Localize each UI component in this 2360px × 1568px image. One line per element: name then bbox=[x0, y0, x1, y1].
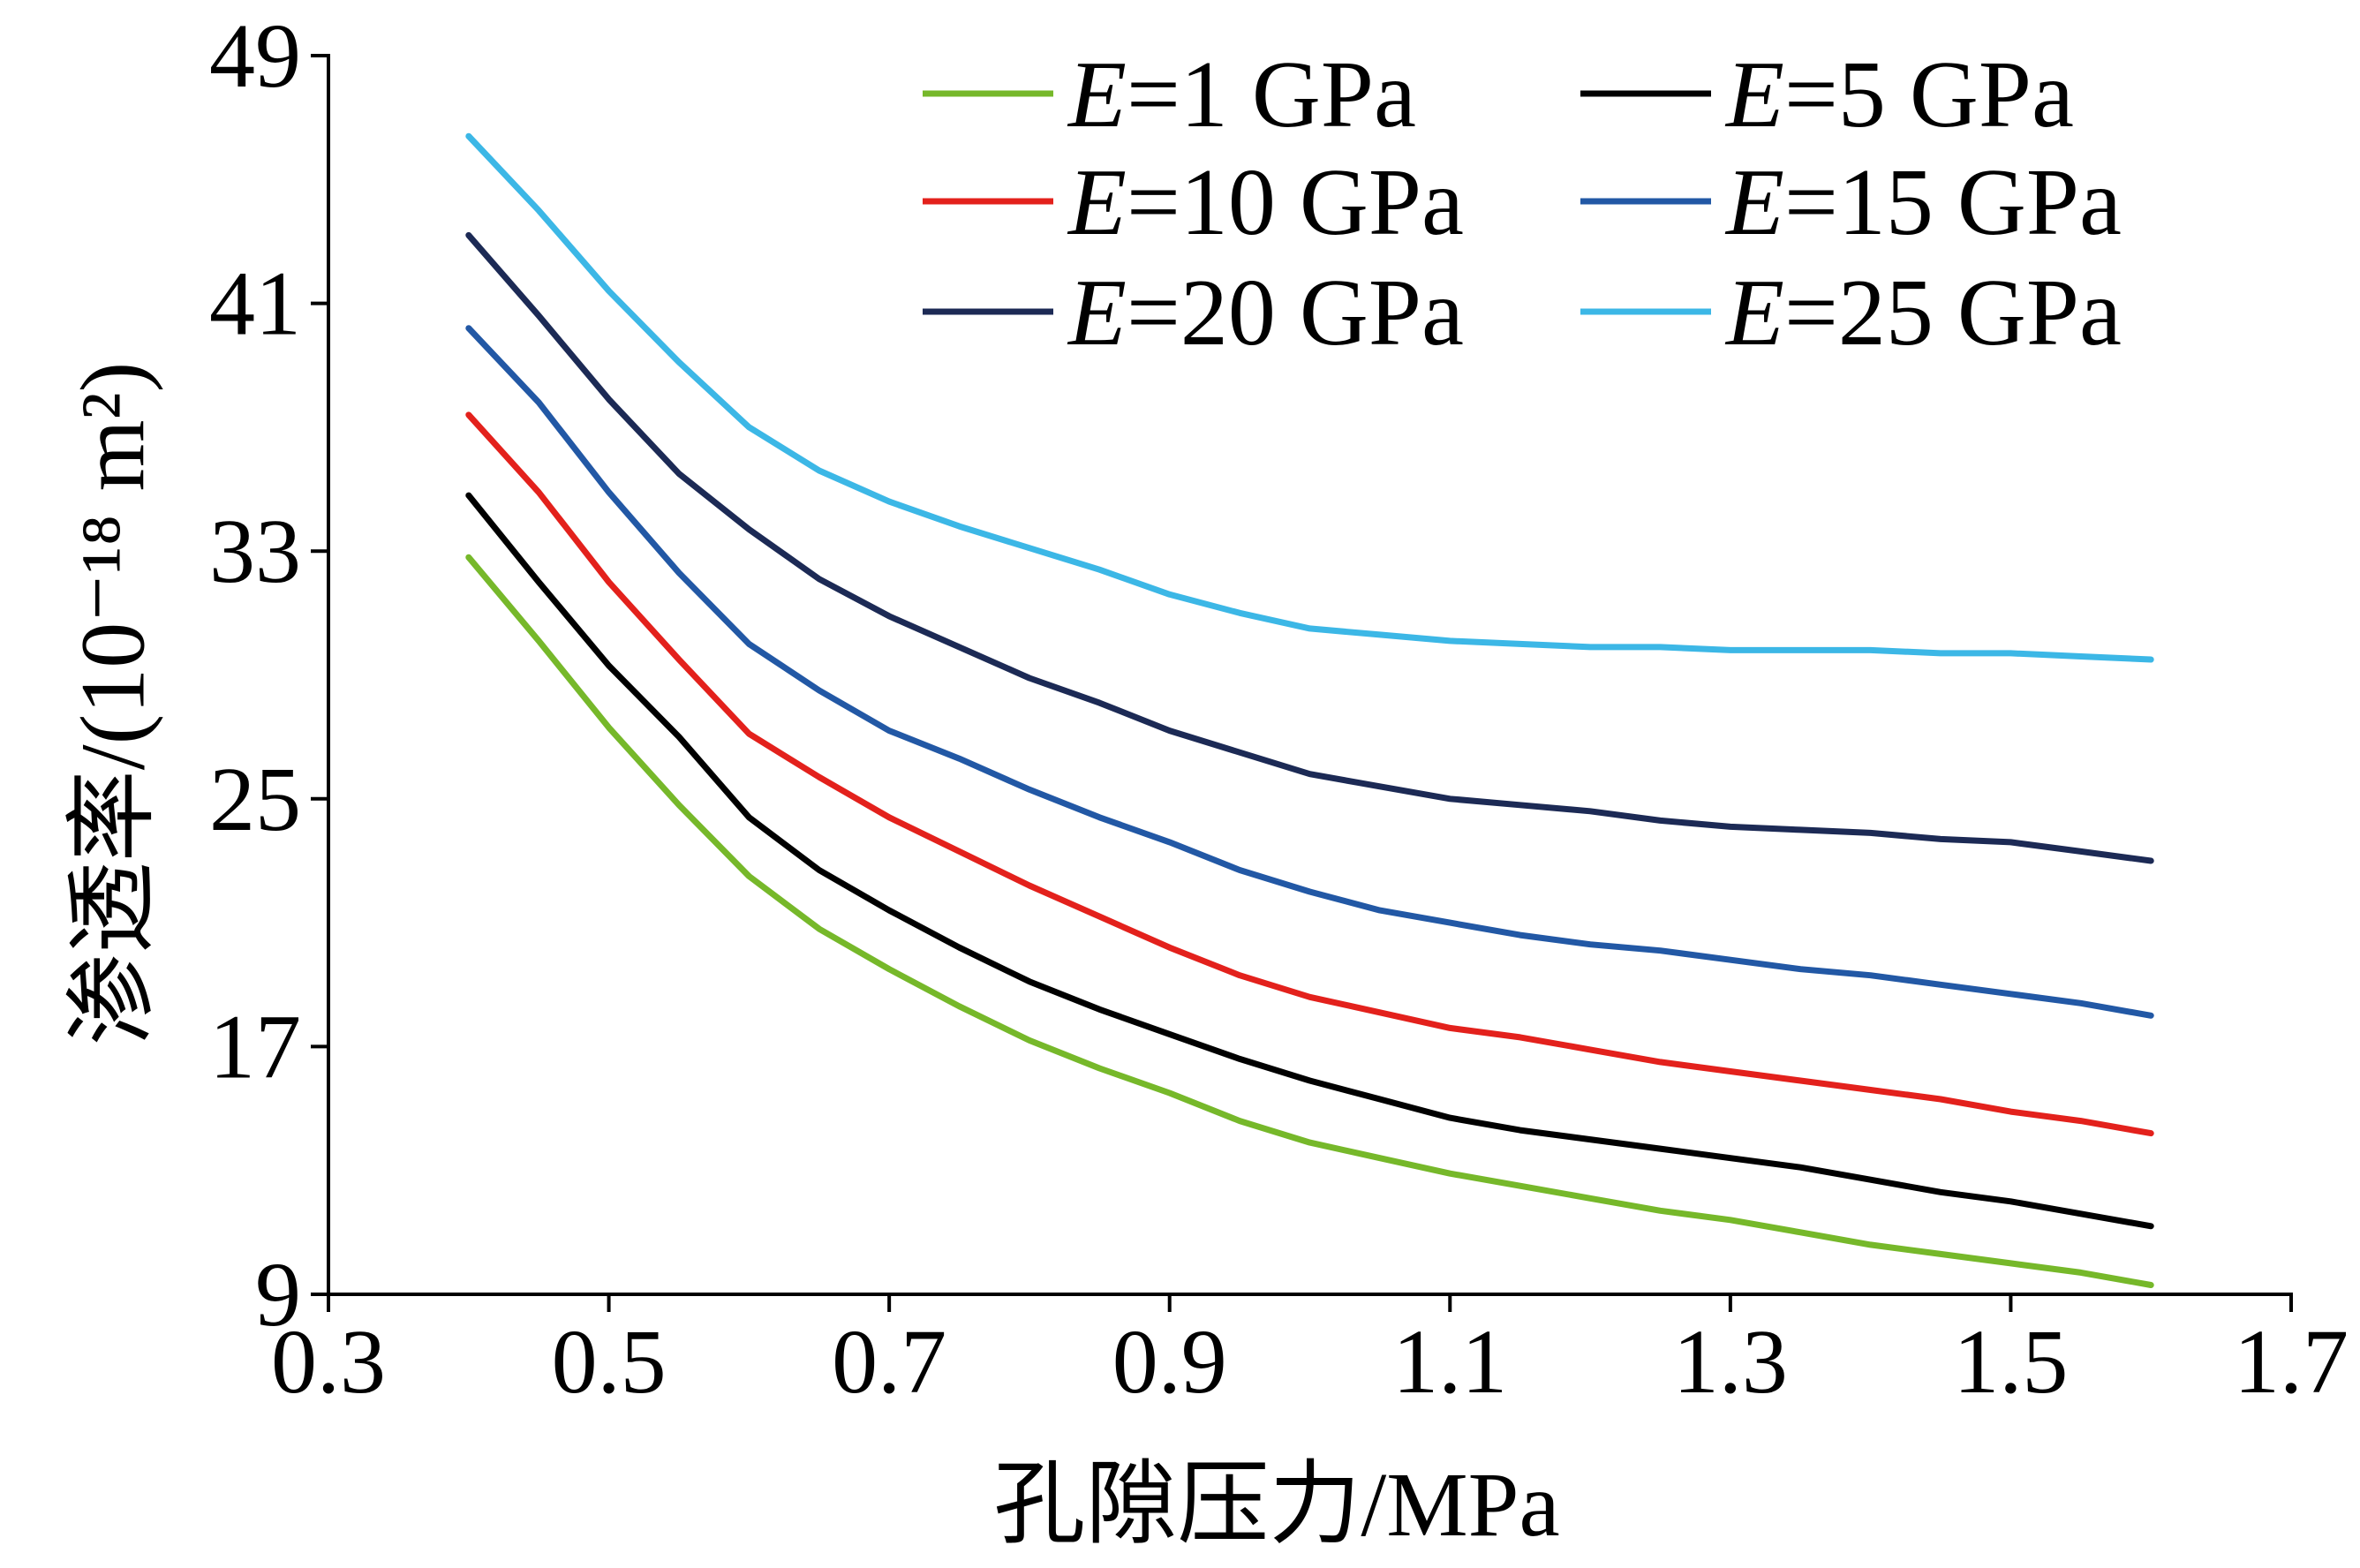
x-tick-label: 1.3 bbox=[1673, 1311, 1788, 1413]
legend-label: E=20 GPa bbox=[1067, 260, 1464, 366]
legend-label: E=25 GPa bbox=[1724, 260, 2122, 366]
series-line-4 bbox=[465, 325, 2154, 1019]
series-line-6 bbox=[465, 132, 2154, 663]
y-axis-title: 渗透率/(10⁻¹⁸ m²) bbox=[63, 362, 164, 1046]
legend-label: E=1 GPa bbox=[1067, 42, 1416, 147]
x-tick-label: 1.7 bbox=[2234, 1311, 2349, 1413]
y-tick-label: 33 bbox=[209, 501, 301, 602]
y-tick-label: 17 bbox=[209, 996, 301, 1097]
legend-entry-3: E=10 GPa bbox=[923, 150, 1464, 255]
legend-entry-6: E=25 GPa bbox=[1580, 260, 2122, 366]
x-axis-title: 孔隙压力/MPa bbox=[993, 1454, 1559, 1556]
legend-entry-5: E=20 GPa bbox=[923, 260, 1464, 366]
x-axis-ticks: 0.3 0.5 0.7 0.9 1.1 1.3 1.5 1.7 bbox=[271, 1294, 2349, 1413]
series-line-3 bbox=[465, 411, 2154, 1137]
x-tick-label: 1.1 bbox=[1392, 1311, 1507, 1413]
legend-label: E=10 GPa bbox=[1067, 150, 1464, 255]
series-line-5 bbox=[465, 231, 2154, 864]
x-tick-label: 1.5 bbox=[1953, 1311, 2068, 1413]
legend: E=1 GPa E=5 GPa E=10 GPa E=15 GPa E=20 GPa E=… bbox=[923, 42, 2122, 366]
series-line-1 bbox=[465, 554, 2154, 1288]
x-tick-label: 0.3 bbox=[271, 1311, 386, 1413]
series-layer bbox=[465, 132, 2154, 1288]
y-tick-label: 41 bbox=[209, 253, 301, 355]
y-axis-ticks: 9 17 25 33 41 49 bbox=[209, 5, 328, 1346]
x-tick-label: 0.5 bbox=[552, 1311, 667, 1413]
legend-entry-2: E=5 GPa bbox=[1580, 42, 2074, 147]
x-tick-label: 0.7 bbox=[832, 1311, 946, 1413]
series-line-2 bbox=[465, 492, 2154, 1230]
y-tick-label: 49 bbox=[209, 5, 301, 107]
legend-label: E=5 GPa bbox=[1724, 42, 2074, 147]
legend-entry-1: E=1 GPa bbox=[923, 42, 1416, 147]
y-tick-label: 9 bbox=[255, 1244, 301, 1346]
y-tick-label: 25 bbox=[209, 749, 301, 850]
legend-label: E=15 GPa bbox=[1724, 150, 2122, 255]
x-tick-label: 0.9 bbox=[1112, 1311, 1227, 1413]
legend-entry-4: E=15 GPa bbox=[1580, 150, 2122, 255]
